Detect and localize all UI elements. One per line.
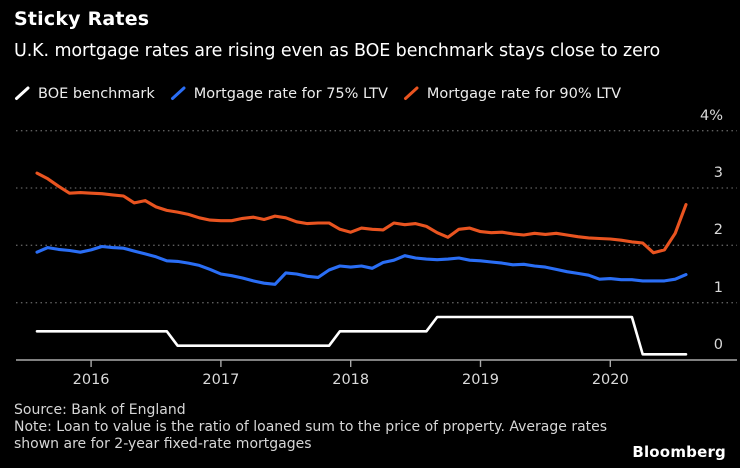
bloomberg-logo: Bloomberg	[632, 443, 726, 461]
series-line-mortgage-75-ltv	[35, 244, 688, 286]
legend-item-90-ltv: Mortgage rate for 90% LTV	[403, 85, 621, 102]
methodology-note: Note: Loan to value is the ratio of loan…	[14, 419, 608, 452]
x-axis-label: 2017	[202, 372, 240, 388]
y-axis-label: 0	[713, 337, 723, 353]
legend-item-boe-benchmark: BOE benchmark	[14, 85, 155, 102]
y-axis-label: 4%	[699, 107, 723, 124]
series-line-mortgage-90-ltv	[35, 171, 688, 255]
legend-label-boe-benchmark: BOE benchmark	[38, 85, 155, 102]
chart-subtitle: U.K. mortgage rates are rising even as B…	[14, 41, 661, 61]
y-axis-label: 2	[713, 222, 723, 239]
x-axis-label: 2019	[462, 372, 499, 388]
x-axis-label: 2018	[332, 372, 370, 388]
legend-label-90-ltv: Mortgage rate for 90% LTV	[426, 85, 622, 102]
plot-area	[16, 130, 737, 367]
x-axis-label: 2020	[591, 372, 629, 388]
blue-slash-legend-icon	[170, 86, 186, 100]
chart-legend: BOE benchmark Mortgage rate for 75% LTV …	[14, 85, 621, 102]
chart-title: Sticky Rates	[14, 8, 150, 30]
y-axis-label: 3	[713, 165, 723, 181]
legend-label-75-ltv: Mortgage rate for 75% LTV	[193, 85, 388, 102]
source-note: Source: Bank of England	[14, 402, 186, 418]
y-axis-label: 1	[713, 279, 723, 296]
series-line-boe-benchmark	[35, 315, 688, 356]
legend-item-75-ltv: Mortgage rate for 75% LTV	[170, 85, 388, 102]
white-slash-legend-icon	[15, 86, 30, 100]
x-axis-label: 2016	[72, 372, 110, 388]
orange-slash-legend-icon	[403, 86, 419, 100]
